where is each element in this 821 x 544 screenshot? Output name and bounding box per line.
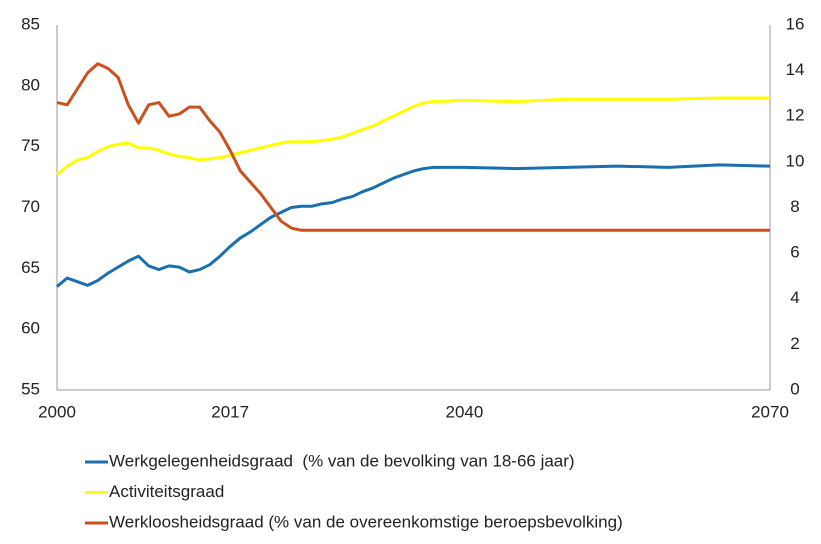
y-tick-label: 65 [21,258,40,277]
y2-tick-label: 16 [786,14,805,33]
y2-tick-label: 0 [790,379,799,398]
y2-tick-label: 6 [790,243,799,262]
legend-label: Werkgelegenheidsgraad (% van de bevolkin… [109,451,575,470]
series-line [56,163,771,288]
legend-label: Activiteitsgraad [109,482,224,501]
y2-tick-label: 8 [790,197,799,216]
y-tick-label: 75 [21,136,40,155]
series-line [56,62,770,232]
x-tick-label: 2040 [446,402,484,421]
x-tick-label: 2000 [38,402,76,421]
y2-tick-label: 4 [790,288,799,307]
y-tick-label: 60 [21,319,40,338]
y-tick-label: 55 [21,379,40,398]
x-tick-label: 2070 [751,402,789,421]
y-tick-label: 80 [21,75,40,94]
legend-label: Werkloosheidsgraad (% van de overeenkoms… [109,512,623,531]
x-tick-label: 2017 [211,402,249,421]
series-line [56,96,770,176]
y2-tick-label: 2 [790,334,799,353]
y-tick-label: 85 [21,14,40,33]
y2-tick-label: 12 [786,106,805,125]
y2-tick-label: 10 [786,151,805,170]
y2-tick-label: 14 [786,60,805,79]
y-tick-label: 70 [21,197,40,216]
